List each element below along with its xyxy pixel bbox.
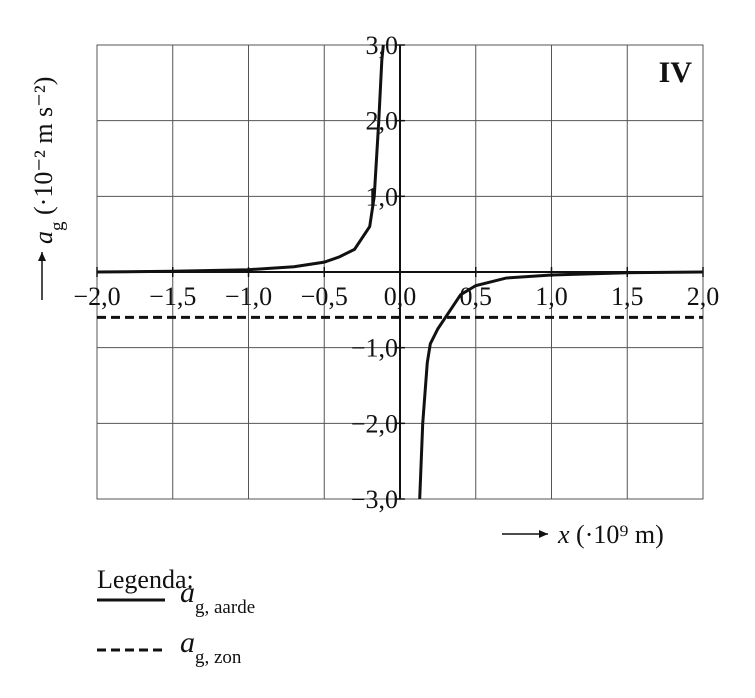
x-tick-label: 2,0 [687,282,720,311]
x-tick-label: −1,5 [149,282,196,311]
x-arrow-head [539,530,548,538]
legend-label: ag, aarde [180,576,255,618]
y-tick-label: −1,0 [351,334,398,363]
y-tick-label: −3,0 [351,485,398,514]
legend-label: ag, zon [180,626,242,668]
panel-label: IV [659,56,693,89]
x-tick-label: −1,0 [225,282,272,311]
y-arrow-head [38,252,46,261]
x-tick-label: −2,0 [73,282,120,311]
y-tick-label: −2,0 [351,409,398,438]
y-axis-label: ag (·10⁻² m s⁻²) [29,77,68,244]
y-tick-label: 1,0 [366,182,399,211]
x-tick-label: −0,5 [301,282,348,311]
x-axis-label: x (·10⁹ m) [557,520,664,549]
x-tick-label: 1,0 [535,282,568,311]
x-tick-label: 1,5 [611,282,644,311]
y-tick-label: 2,0 [366,107,399,136]
legend-title: Legenda: [97,565,194,594]
series-line [96,44,704,500]
